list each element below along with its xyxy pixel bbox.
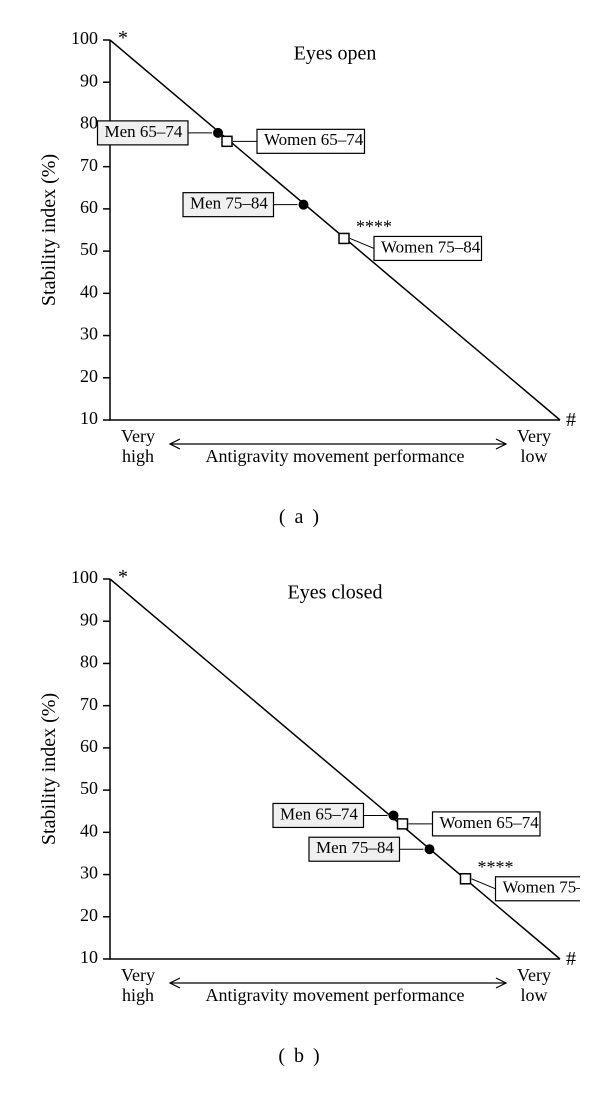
svg-text:80: 80 <box>80 113 98 133</box>
svg-text:90: 90 <box>80 70 98 90</box>
panel-b-caption: ( b ) <box>20 1045 580 1068</box>
svg-text:100: 100 <box>71 567 98 587</box>
men-65-74-label: Men 65–74 <box>280 804 358 823</box>
men-75-84-label: Men 75–84 <box>190 194 268 213</box>
svg-text:Very: Very <box>517 426 551 446</box>
svg-text:*: * <box>118 566 128 588</box>
svg-text:50: 50 <box>80 239 98 259</box>
men-75-84-marker <box>299 200 309 210</box>
svg-text:Stability index (%): Stability index (%) <box>38 154 60 306</box>
men-65-74-label: Men 65–74 <box>105 122 183 141</box>
svg-text:70: 70 <box>80 155 98 175</box>
svg-text:#: # <box>566 948 576 970</box>
svg-text:90: 90 <box>80 609 98 629</box>
svg-text:100: 100 <box>71 28 98 48</box>
panel-b: 10 20 30 40 50 60 70 80 90 100 Stability index (%)… <box>20 559 580 1068</box>
svg-text:low: low <box>521 446 548 466</box>
svg-text:20: 20 <box>80 905 98 925</box>
svg-text:*: * <box>118 27 128 49</box>
svg-text:Very: Very <box>121 965 155 985</box>
svg-text:Very: Very <box>517 965 551 985</box>
svg-text:10: 10 <box>80 947 98 967</box>
chart-a: 10 20 30 40 50 60 70 80 90 100 Stability index (%)… <box>20 20 580 500</box>
panel-a-caption: ( a ) <box>20 506 580 529</box>
svg-text:60: 60 <box>80 197 98 217</box>
svg-text:high: high <box>122 446 154 466</box>
women-75-84-marker <box>339 233 349 243</box>
svg-text:Antigravity movement performan: Antigravity movement performance <box>206 446 465 466</box>
men-75-84-label: Men 75–84 <box>316 838 394 857</box>
svg-text:80: 80 <box>80 652 98 672</box>
svg-text:50: 50 <box>80 778 98 798</box>
svg-text:Eyes open: Eyes open <box>294 43 377 65</box>
svg-text:Eyes closed: Eyes closed <box>288 582 383 604</box>
svg-text:****: **** <box>356 216 392 236</box>
chart-b: 10 20 30 40 50 60 70 80 90 100 Stability index (%)… <box>20 559 580 1039</box>
women-65-74-marker <box>222 136 232 146</box>
panel-a: 10 20 30 40 50 60 70 80 90 100 Stability index (%)… <box>20 20 580 529</box>
svg-text:****: **** <box>478 857 514 877</box>
women-65-74-marker <box>398 819 408 829</box>
svg-text:30: 30 <box>80 324 98 344</box>
women-75-84-marker <box>461 874 471 884</box>
women-65-74-label: Women 65–74 <box>440 813 540 832</box>
svg-text:high: high <box>122 985 154 1005</box>
svg-text:30: 30 <box>80 863 98 883</box>
svg-text:40: 40 <box>80 281 98 301</box>
svg-text:20: 20 <box>80 366 98 386</box>
women-75-84-label: Women 75–84 <box>503 878 581 897</box>
svg-text:low: low <box>521 985 548 1005</box>
svg-text:60: 60 <box>80 736 98 756</box>
svg-text:Very: Very <box>121 426 155 446</box>
svg-text:#: # <box>566 409 576 431</box>
svg-text:40: 40 <box>80 820 98 840</box>
svg-text:Antigravity movement performan: Antigravity movement performance <box>206 985 465 1005</box>
svg-text:Stability index (%): Stability index (%) <box>38 693 60 845</box>
women-75-84-label: Women 75–84 <box>381 237 481 256</box>
svg-text:70: 70 <box>80 694 98 714</box>
svg-text:10: 10 <box>80 408 98 428</box>
men-75-84-marker <box>425 844 435 854</box>
women-65-74-label: Women 65–74 <box>264 130 364 149</box>
